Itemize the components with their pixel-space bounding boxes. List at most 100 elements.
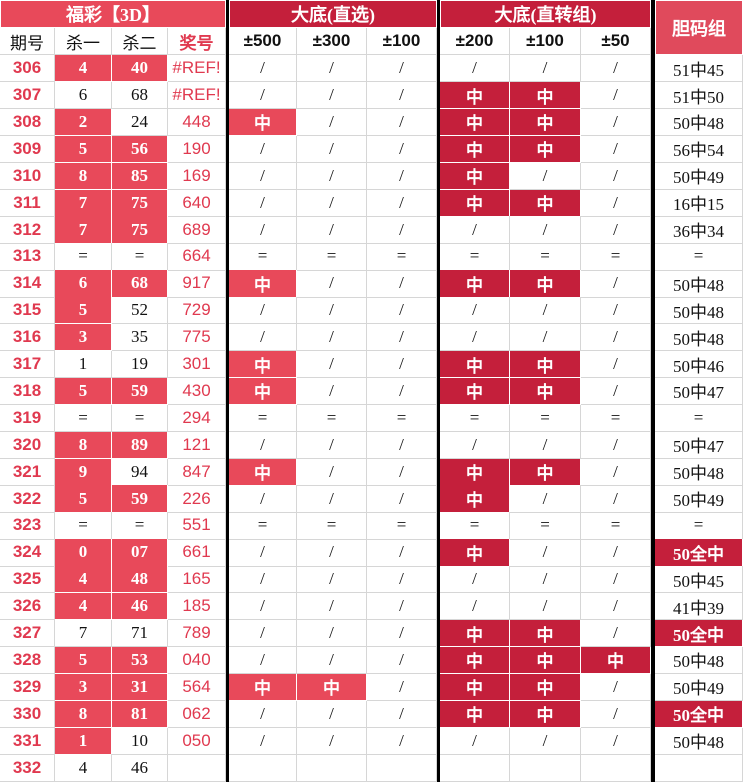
data-cell: 4: [55, 566, 112, 594]
data-cell: [581, 754, 651, 782]
data-cell: 789: [168, 619, 226, 648]
data-cell: 中: [440, 81, 510, 110]
data-cell: /: [510, 297, 581, 325]
data-cell: /: [297, 350, 367, 379]
data-cell: =: [229, 512, 297, 540]
data-cell: /: [297, 162, 367, 190]
period-cell: 331: [0, 727, 55, 755]
data-cell: =: [655, 512, 743, 540]
data-cell: 75: [112, 216, 168, 244]
data-cell: =: [112, 404, 168, 433]
data-cell: 640: [168, 189, 226, 217]
period-cell: 322: [0, 485, 55, 513]
data-cell: 16中15: [655, 189, 743, 217]
data-cell: 0: [55, 539, 112, 567]
data-cell: /: [510, 539, 581, 567]
data-cell: /: [367, 216, 437, 244]
data-cell: 56: [112, 135, 168, 164]
data-cell: /: [229, 593, 297, 621]
data-cell: /: [367, 593, 437, 621]
data-cell: 6: [55, 81, 112, 110]
data-cell: /: [297, 216, 367, 244]
data-cell: =: [229, 243, 297, 271]
data-cell: 551: [168, 512, 226, 540]
data-cell: 中: [229, 458, 297, 486]
data-cell: /: [297, 55, 367, 83]
data-cell: 56中54: [655, 135, 743, 164]
data-cell: /: [581, 566, 651, 594]
data-cell: /: [440, 55, 510, 83]
data-cell: =: [297, 243, 367, 271]
data-cell: 564: [168, 673, 226, 702]
data-cell: 294: [168, 404, 226, 433]
data-cell: =: [55, 512, 112, 540]
data-cell: /: [229, 81, 297, 110]
data-cell: [297, 754, 367, 782]
data-cell: 185: [168, 593, 226, 621]
column-header: 奖号: [168, 28, 226, 55]
data-cell: #REF!: [168, 55, 226, 83]
data-cell: =: [367, 243, 437, 271]
data-cell: 24: [112, 108, 168, 137]
data-cell: /: [581, 377, 651, 406]
data-cell: 50中48: [655, 270, 743, 298]
data-cell: 5: [55, 297, 112, 325]
data-cell: /: [229, 727, 297, 755]
data-cell: =: [655, 404, 743, 433]
data-cell: 062: [168, 700, 226, 728]
data-cell: 中: [440, 108, 510, 137]
data-cell: /: [297, 566, 367, 594]
data-cell: 59: [112, 485, 168, 513]
data-cell: 31: [112, 673, 168, 702]
data-cell: /: [510, 55, 581, 83]
data-cell: /: [297, 189, 367, 217]
data-cell: 50中48: [655, 324, 743, 352]
data-cell: 50中49: [655, 485, 743, 513]
data-cell: /: [510, 485, 581, 513]
data-cell: 94: [112, 458, 168, 486]
data-cell: 中: [440, 135, 510, 164]
data-cell: 4: [55, 754, 112, 782]
data-cell: 中: [229, 350, 297, 379]
data-cell: /: [297, 135, 367, 164]
data-cell: /: [440, 431, 510, 459]
data-cell: /: [367, 619, 437, 648]
period-cell: 312: [0, 216, 55, 244]
data-cell: /: [297, 646, 367, 675]
group-header: 大底(直转组): [440, 0, 651, 28]
data-cell: =: [510, 512, 581, 540]
data-cell: 51中45: [655, 55, 743, 83]
column-header: ±100: [367, 28, 437, 55]
data-cell: /: [229, 216, 297, 244]
data-cell: 301: [168, 350, 226, 379]
data-cell: 68: [112, 81, 168, 110]
data-cell: /: [440, 216, 510, 244]
data-cell: 729: [168, 297, 226, 325]
data-cell: =: [229, 404, 297, 433]
data-cell: /: [297, 431, 367, 459]
data-cell: 50中48: [655, 646, 743, 675]
data-cell: =: [510, 404, 581, 433]
column-header: ±300: [297, 28, 367, 55]
column-header: ±200: [440, 28, 510, 55]
data-cell: /: [581, 135, 651, 164]
data-cell: 中: [510, 81, 581, 110]
period-cell: 323: [0, 512, 55, 540]
data-cell: /: [367, 162, 437, 190]
data-cell: 19: [112, 350, 168, 379]
data-cell: /: [510, 727, 581, 755]
data-cell: /: [581, 700, 651, 728]
data-cell: 中: [510, 135, 581, 164]
data-cell: /: [581, 324, 651, 352]
column-header: 期号: [0, 28, 55, 55]
data-cell: 5: [55, 135, 112, 164]
data-cell: 50中48: [655, 108, 743, 137]
column-header: ±500: [229, 28, 297, 55]
data-cell: [440, 754, 510, 782]
data-cell: /: [581, 673, 651, 702]
data-cell: 40: [112, 55, 168, 83]
data-cell: 中: [510, 270, 581, 298]
period-cell: 327: [0, 619, 55, 648]
column-header: ±100: [510, 28, 581, 55]
